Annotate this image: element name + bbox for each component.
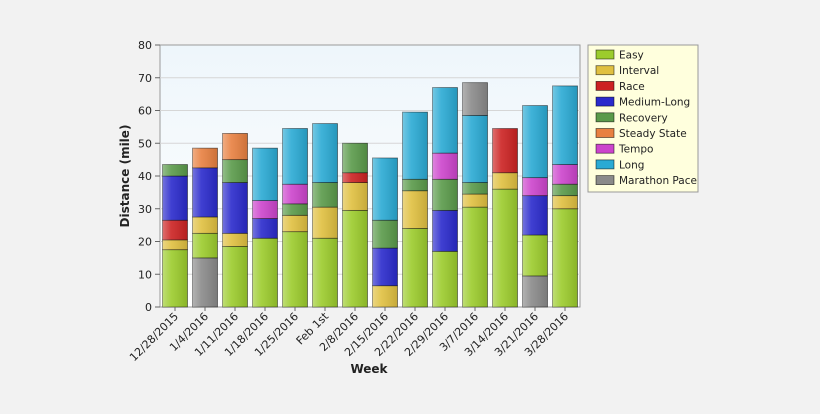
bar-segment-medium-long [252,218,278,239]
bar-segment-interval [462,193,488,208]
bar-segment-marathon-pace [522,275,548,308]
bar-segment-race [162,219,188,241]
bar-segment-easy [462,206,488,308]
bar-segment-interval [312,206,338,239]
bar-segment-easy [552,208,578,308]
legend-label: Easy [619,50,644,62]
bar-segment-long [282,128,308,185]
legend-swatch [595,112,615,123]
bar-segment-tempo [522,177,548,197]
legend-label: Long [619,159,644,171]
bar-segment-medium-long [192,167,218,218]
bar-segment-tempo [282,183,308,205]
bar-segment-race [342,172,368,183]
bar-segment-long [462,115,488,183]
bar-segment-long [402,111,428,180]
x-tick-label: 12/28/2015 [127,310,181,364]
y-tick-label: 30 [138,203,152,216]
bar-segment-recovery [372,219,398,249]
bar-segment-marathon-pace [192,257,218,308]
bar-segment-easy [192,232,218,259]
bar-segment-interval [192,216,218,234]
bar-segment-interval [492,172,518,190]
bar-segment-medium-long [222,182,248,234]
y-tick-label: 70 [138,72,152,85]
bar-segment-tempo [432,152,458,180]
bar-segment-recovery [462,182,488,195]
legend-label: Medium-Long [619,97,690,109]
y-tick-label: 50 [138,137,152,150]
bar-segment-steady-state [192,147,218,169]
legend-label: Tempo [618,144,653,156]
bar-segment-recovery [342,142,368,174]
bar-segment-long [522,105,548,179]
bar-segment-easy [222,246,248,308]
bar-segment-long [372,157,398,221]
legend-label: Steady State [619,128,687,140]
y-tick-label: 10 [138,268,152,281]
legend-label: Marathon Pace [619,175,697,187]
bar-segment-medium-long [372,247,398,287]
y-tick-label: 40 [138,170,152,183]
legend-swatch [595,143,615,154]
bar-segment-tempo [252,200,278,219]
legend-swatch [595,65,615,76]
bar-segment-easy [282,231,308,308]
legend-swatch [595,49,615,60]
legend-label: Interval [619,65,659,77]
bar-segment-easy [312,237,338,308]
legend-swatch [595,159,615,170]
bar-segment-medium-long [432,209,458,252]
bar-segment-interval [282,214,308,233]
bar-segment-easy [342,209,368,308]
bar-segment-interval [402,190,428,229]
y-tick-label: 20 [138,236,152,249]
y-axis: 0 10 20 30 40 50 60 70 80 [138,39,160,314]
bar-segment-easy [162,249,188,308]
legend-swatch [595,175,615,186]
y-tick-label: 60 [138,105,152,118]
y-axis-title: Distance (mile) [118,125,132,228]
legend-swatch [595,96,615,107]
bar-segment-recovery [552,183,578,197]
bar-segment-tempo [552,164,578,185]
bar-segment-marathon-pace [462,82,488,116]
bar-segment-recovery [432,178,458,211]
bar-segment-recovery [312,182,338,208]
bar-segment-long [312,123,338,183]
bar-segment-recovery [222,159,248,183]
bar-segment-interval [162,239,188,251]
bar-segment-interval [222,232,248,247]
bar-segment-recovery [402,178,428,192]
bar-segment-easy [432,250,458,308]
bar-segment-long [552,85,578,165]
bar-segment-interval [372,285,398,308]
bar-segment-long [252,147,278,201]
bar-segment-easy [252,237,278,308]
legend-swatch [595,128,615,138]
x-axis: 12/28/20151/4/20161/11/20161/18/20161/25… [127,307,571,364]
bar-segment-interval [342,182,368,211]
x-axis-title: Week [350,362,388,376]
bar-segment-long [432,87,458,154]
bar-segment-easy [402,227,428,308]
bar-segment-recovery [162,164,188,177]
bar-segment-interval [552,195,578,210]
y-tick-label: 0 [145,301,152,314]
legend-label: Race [619,81,645,93]
bar-segment-recovery [282,203,308,216]
bar-segment-steady-state [222,133,248,161]
legend: Easy Interval Race Medium-Long Recovery Stead… [587,44,699,193]
legend-label: Recovery [619,112,668,124]
legend-swatch [595,81,615,91]
bar-segment-race [492,128,518,174]
bar-segment-easy [522,234,548,277]
bar-segment-medium-long [522,195,548,236]
y-tick-label: 80 [138,39,152,52]
bar-segment-easy [492,188,518,308]
bar-segment-medium-long [162,175,188,221]
